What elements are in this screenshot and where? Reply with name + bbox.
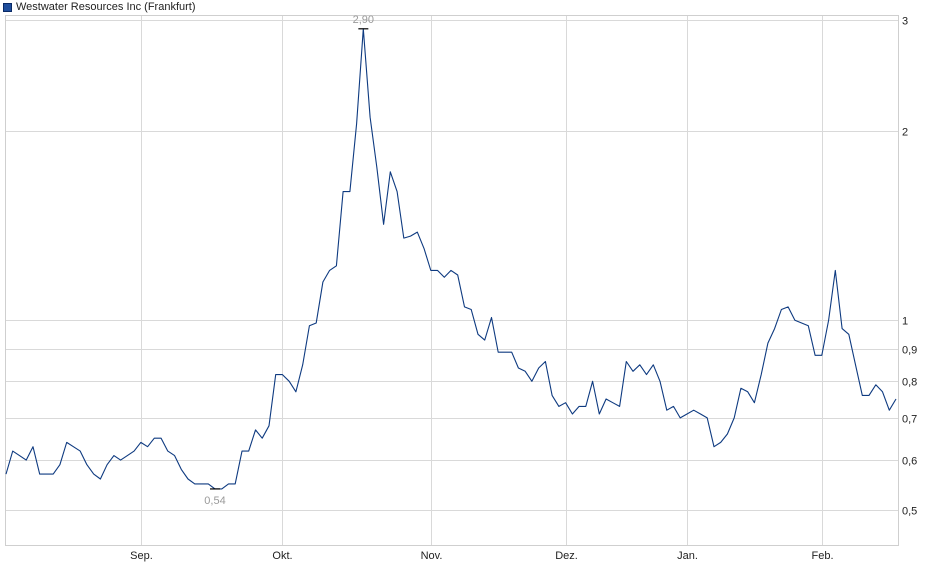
x-tick-label: Nov.: [421, 550, 443, 562]
y-tick-label: 0,6: [902, 456, 917, 468]
x-tick-label: Okt.: [272, 550, 292, 562]
y-axis-ticks: 3 2 1 0,9 0,8 0,7 0,6 0,5: [902, 16, 917, 518]
x-tick-label: Dez.: [555, 550, 578, 562]
y-tick-label: 1: [902, 316, 908, 328]
min-label: 0,54: [204, 495, 225, 507]
annotation-layer: 2,90 0,54: [204, 14, 374, 507]
x-axis-ticks: Sep. Okt. Nov. Dez. Jan. Feb.: [130, 550, 833, 562]
y-tick-label: 0,5: [902, 506, 917, 518]
plot-frame: [5, 15, 899, 546]
legend-label: Westwater Resources Inc (Frankfurt): [16, 1, 196, 13]
price-line: [5, 28, 897, 490]
max-label: 2,90: [353, 14, 374, 26]
grid-layer: [5, 15, 898, 545]
legend-swatch: [3, 2, 12, 12]
x-tick-label: Jan.: [677, 550, 698, 562]
y-tick-label: 0,7: [902, 414, 917, 426]
y-tick-label: 0,8: [902, 377, 917, 389]
line-layer: [5, 28, 897, 490]
y-tick-label: 3: [902, 16, 908, 28]
x-tick-label: Sep.: [130, 550, 153, 562]
y-tick-label: 2: [902, 127, 908, 139]
x-tick-label: Feb.: [811, 550, 833, 562]
chart-legend: Westwater Resources Inc (Frankfurt): [3, 1, 196, 13]
y-tick-label: 0,9: [902, 345, 917, 357]
